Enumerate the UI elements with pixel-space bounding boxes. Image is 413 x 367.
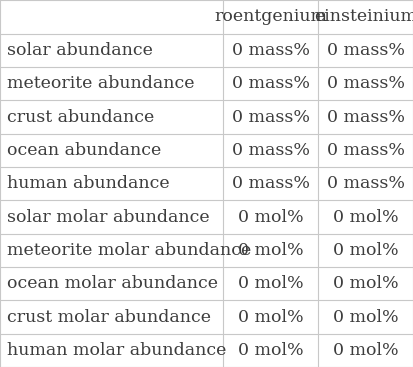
Text: 0 mass%: 0 mass% xyxy=(232,142,309,159)
Text: 0 mol%: 0 mol% xyxy=(238,342,303,359)
Text: solar molar abundance: solar molar abundance xyxy=(7,208,210,226)
Text: 0 mol%: 0 mol% xyxy=(333,242,398,259)
Text: 0 mass%: 0 mass% xyxy=(327,142,404,159)
Text: 0 mol%: 0 mol% xyxy=(333,309,398,326)
Text: 0 mass%: 0 mass% xyxy=(327,42,404,59)
Text: 0 mol%: 0 mol% xyxy=(333,342,398,359)
Text: 0 mass%: 0 mass% xyxy=(327,109,404,126)
Text: 0 mass%: 0 mass% xyxy=(327,175,404,192)
Text: 0 mol%: 0 mol% xyxy=(238,242,303,259)
Text: 0 mass%: 0 mass% xyxy=(327,75,404,92)
Text: human molar abundance: human molar abundance xyxy=(7,342,227,359)
Text: 0 mass%: 0 mass% xyxy=(232,75,309,92)
Text: 0 mol%: 0 mol% xyxy=(238,208,303,226)
Text: ocean molar abundance: ocean molar abundance xyxy=(7,275,218,292)
Text: human abundance: human abundance xyxy=(7,175,170,192)
Text: meteorite molar abundance: meteorite molar abundance xyxy=(7,242,252,259)
Text: roentgenium: roentgenium xyxy=(214,8,327,25)
Text: meteorite abundance: meteorite abundance xyxy=(7,75,195,92)
Text: solar abundance: solar abundance xyxy=(7,42,153,59)
Text: crust abundance: crust abundance xyxy=(7,109,155,126)
Text: 0 mass%: 0 mass% xyxy=(232,42,309,59)
Text: einsteinium: einsteinium xyxy=(314,8,413,25)
Text: 0 mol%: 0 mol% xyxy=(238,275,303,292)
Text: 0 mol%: 0 mol% xyxy=(238,309,303,326)
Text: 0 mol%: 0 mol% xyxy=(333,208,398,226)
Text: crust molar abundance: crust molar abundance xyxy=(7,309,211,326)
Text: 0 mol%: 0 mol% xyxy=(333,275,398,292)
Text: 0 mass%: 0 mass% xyxy=(232,175,309,192)
Text: 0 mass%: 0 mass% xyxy=(232,109,309,126)
Text: ocean abundance: ocean abundance xyxy=(7,142,161,159)
